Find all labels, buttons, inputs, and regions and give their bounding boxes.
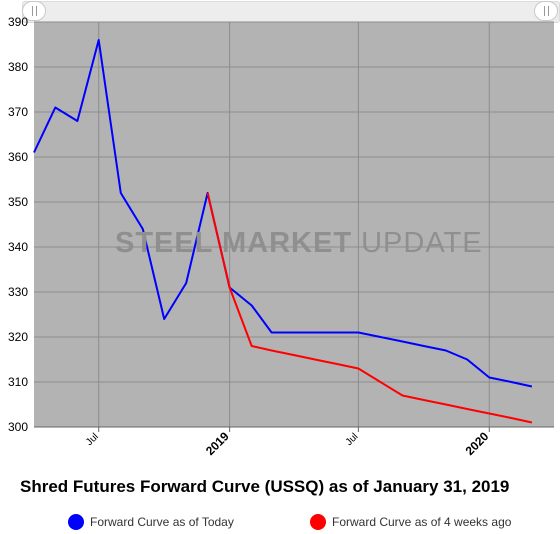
y-tick-label: 330 [8,285,28,299]
y-tick-label: 340 [8,240,28,254]
grid [34,21,554,427]
legend-marker-icon [68,514,84,530]
legend-item-today[interactable]: Forward Curve as of Today [68,514,234,530]
y-tick-label: 380 [8,60,28,74]
y-tick-label: 320 [8,330,28,344]
x-tick-label: Jul [84,431,101,448]
grip-icon [31,6,37,16]
watermark: STEEL MARKET UPDATE [115,227,483,260]
y-axis: 300 310 320 330 340 350 360 370 380 390 [8,15,28,434]
x-tick-label: Jul [344,431,361,448]
watermark-sub: UPDATE [361,227,483,259]
y-tick-label: 360 [8,150,28,164]
x-tick-label: 2020 [463,429,492,458]
watermark-brand: STEEL MARKET [115,227,353,259]
y-tick-label: 300 [8,420,28,434]
series-line-4-weeks-ago[interactable] [206,192,533,424]
scrollbar-right-handle[interactable] [534,1,558,21]
series-layer [33,39,533,424]
scrollbar-left-handle[interactable] [22,1,46,21]
series-line-today[interactable] [33,39,533,388]
y-tick-label: 390 [8,15,28,29]
legend-label: Forward Curve as of Today [90,515,234,529]
x-axis: Jul 2019 Jul 2020 [34,426,554,458]
legend-label: Forward Curve as of 4 weeks ago [332,515,512,529]
chart-title: Shred Futures Forward Curve (USSQ) as of… [20,477,510,496]
y-tick-label: 370 [8,105,28,119]
legend-item-4-weeks-ago[interactable]: Forward Curve as of 4 weeks ago [310,514,511,530]
legend: Forward Curve as of Today Forward Curve … [0,514,560,534]
x-tick-label: 2019 [203,429,232,458]
grip-icon [543,6,549,16]
legend-marker-icon [310,514,326,530]
y-tick-label: 350 [8,195,28,209]
y-tick-label: 310 [8,375,28,389]
